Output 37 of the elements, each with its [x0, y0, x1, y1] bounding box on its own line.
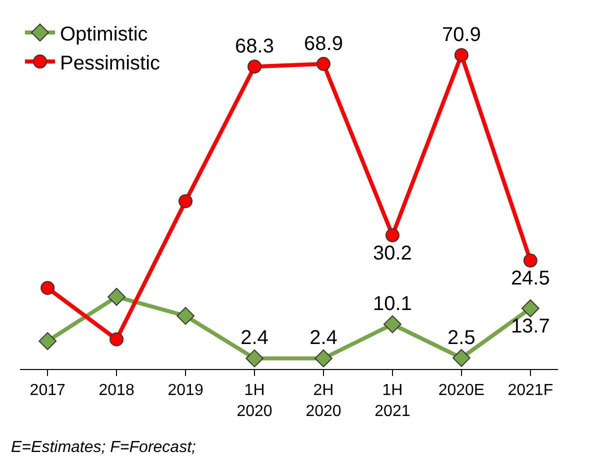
legend-label: Optimistic [60, 23, 148, 46]
data-label: 70.9 [442, 24, 481, 46]
point [316, 56, 330, 71]
data-label: 68.3 [235, 35, 274, 58]
point [454, 48, 468, 62]
data-label: 10.1 [372, 293, 412, 316]
data-label: 24.5 [510, 268, 550, 290]
x-tick-label: 2018 [98, 382, 134, 400]
point [452, 348, 470, 367]
point [246, 349, 264, 368]
point [40, 280, 55, 295]
x-tick-label: 2021F [508, 382, 554, 400]
x-tick-label: 1H 2021 [374, 382, 410, 420]
point [521, 299, 540, 318]
point [384, 315, 402, 334]
point [523, 254, 538, 268]
point [385, 228, 400, 242]
x-tick-label: 1H 2020 [236, 382, 272, 420]
point [176, 306, 194, 325]
data-label: 68.9 [304, 32, 343, 55]
x-tick-label: 2020E [438, 382, 485, 400]
data-label: 2.4 [240, 327, 268, 350]
point [38, 332, 57, 350]
point [178, 194, 193, 208]
data-label: 2.4 [310, 327, 338, 350]
x-tick-label: 2019 [168, 382, 204, 400]
point [108, 288, 126, 306]
text: E=Estimates; F=Forecast; [11, 439, 196, 456]
data-label: 2.5 [448, 326, 476, 349]
data-label: 13.7 [510, 315, 550, 338]
data-label: 30.2 [372, 242, 412, 264]
x-tick-label: 2017 [30, 382, 66, 400]
legend-label: Pessimistic [60, 52, 160, 74]
point [248, 60, 262, 74]
point [110, 332, 124, 346]
x-tick-label: 2H 2020 [306, 382, 342, 420]
point [314, 349, 332, 368]
